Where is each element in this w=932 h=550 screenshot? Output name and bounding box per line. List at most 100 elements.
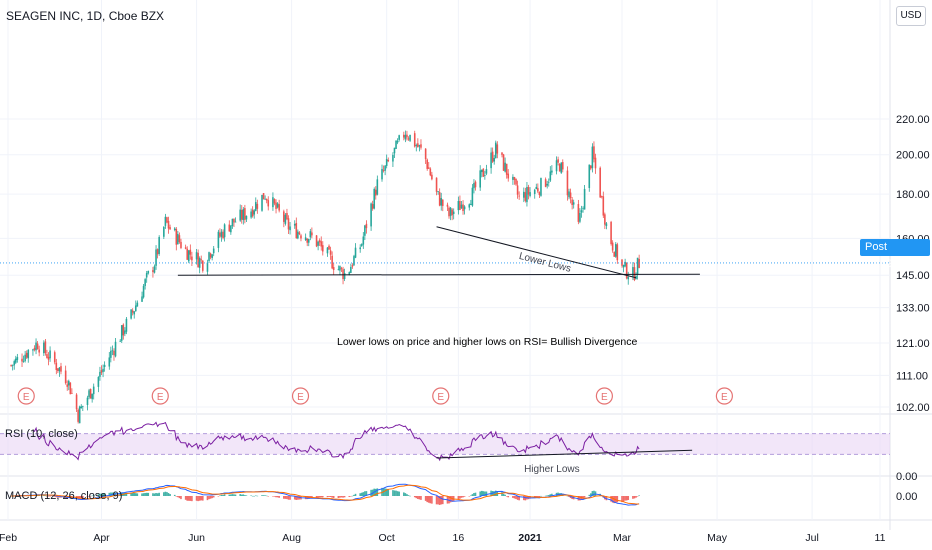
macd-label[interactable]: MACD (12, 26, close, 9) — [5, 490, 123, 502]
candle-body — [43, 342, 45, 354]
macd-histogram-bar — [278, 496, 280, 498]
macd-histogram-bar — [82, 496, 84, 498]
candle-body — [382, 170, 385, 171]
candle-body — [523, 191, 525, 198]
macd-line — [11, 483, 640, 506]
candle-body — [600, 196, 603, 198]
macd-histogram-bar — [267, 496, 270, 497]
candle-body — [459, 200, 461, 211]
candle-body — [275, 202, 277, 209]
candle-body — [557, 159, 559, 163]
candle-body — [387, 159, 390, 162]
candle-body — [463, 206, 466, 210]
candle-body — [494, 142, 497, 159]
macd-histogram-bar — [131, 492, 134, 496]
macd-histogram-bar — [441, 496, 444, 505]
time-axis-label: May — [707, 532, 728, 544]
candle-body — [544, 179, 547, 187]
candle-body — [261, 194, 263, 211]
macd-histogram-bar — [507, 496, 510, 498]
macd-histogram-bar — [420, 496, 422, 500]
candle-body — [198, 258, 201, 268]
macd-histogram-bar — [265, 495, 268, 497]
macd-histogram-bar — [370, 489, 372, 496]
candle-body — [535, 186, 538, 189]
candle-body — [103, 364, 106, 367]
candle-body — [208, 252, 210, 261]
macd-histogram-bar — [228, 494, 231, 496]
macd-histogram-bar — [191, 496, 193, 502]
candle-body — [599, 167, 601, 198]
candle-body — [307, 239, 310, 243]
macd-histogram-bar — [381, 487, 383, 496]
candle-body — [36, 343, 39, 350]
candle-body — [342, 269, 344, 280]
macd-histogram-bar — [452, 496, 455, 501]
macd-histogram-bar — [622, 496, 625, 502]
macd-histogram-bar — [195, 496, 198, 501]
macd-histogram-bar — [568, 496, 570, 497]
macd-histogram-bar — [289, 496, 291, 500]
candle-body — [295, 222, 298, 239]
candle-body — [602, 196, 605, 216]
macd-histogram-bar — [103, 493, 106, 496]
higher-lows-trendline — [436, 449, 693, 459]
candle-body — [187, 250, 190, 262]
macd-histogram-bar — [460, 496, 463, 498]
candle-body — [147, 270, 150, 274]
candle-body — [254, 202, 257, 211]
macd-histogram-bar — [326, 496, 329, 498]
candle-body — [561, 162, 564, 170]
time-axis-label: Oct — [379, 532, 395, 544]
candle-body — [297, 231, 299, 239]
candle-body — [234, 221, 237, 223]
macd-histogram-bar — [209, 496, 212, 499]
candle-body — [611, 242, 614, 251]
macd-histogram-bar — [99, 493, 101, 496]
macd-histogram-bar — [306, 496, 309, 500]
macd-histogram-bar — [403, 492, 405, 496]
macd-histogram-bar — [392, 490, 394, 496]
candle-body — [189, 249, 192, 255]
currency-button[interactable]: USD — [896, 6, 926, 26]
candle-body — [82, 405, 84, 407]
candle-body — [178, 235, 181, 243]
candle-body — [614, 244, 617, 257]
time-axis-label: 2021 — [518, 532, 542, 544]
candle-body — [250, 211, 252, 218]
rsi-label[interactable]: RSI (10, close) — [5, 428, 78, 440]
candle-body — [167, 220, 170, 229]
candle-body — [71, 392, 73, 394]
candle-body — [593, 146, 595, 160]
post-value: 149.82 — [874, 258, 908, 270]
macd-histogram-bar — [166, 492, 168, 496]
candle-body — [99, 371, 101, 377]
candle-body — [403, 134, 405, 138]
candle-body — [625, 262, 628, 279]
macd-histogram-bar — [212, 496, 215, 498]
candle-body — [163, 226, 165, 237]
macd-histogram-bar — [513, 496, 516, 499]
time-axis-label: Mar — [613, 532, 632, 544]
macd-histogram-bar — [158, 492, 160, 496]
macd-histogram-bar — [427, 496, 430, 503]
candle-body — [35, 342, 37, 351]
macd-histogram-bar — [547, 495, 550, 496]
macd-histogram-bar — [261, 495, 263, 496]
macd-histogram-bar — [169, 494, 171, 496]
candle-body — [393, 147, 396, 154]
candle-body — [555, 160, 558, 172]
candle-body — [124, 330, 126, 334]
candle-body — [111, 350, 114, 352]
macd-histogram-bar — [569, 496, 572, 499]
candle-body — [33, 347, 36, 350]
candle-body — [264, 198, 266, 200]
candle-body — [482, 168, 485, 177]
macd-histogram-bar — [501, 492, 503, 496]
macd-histogram-bar — [482, 491, 485, 496]
candle-body — [568, 191, 570, 198]
symbol-title[interactable]: SEAGEN INC, 1D, Cboe BZX — [6, 9, 165, 23]
macd-histogram-bar — [91, 495, 93, 497]
candle-body — [155, 249, 157, 266]
